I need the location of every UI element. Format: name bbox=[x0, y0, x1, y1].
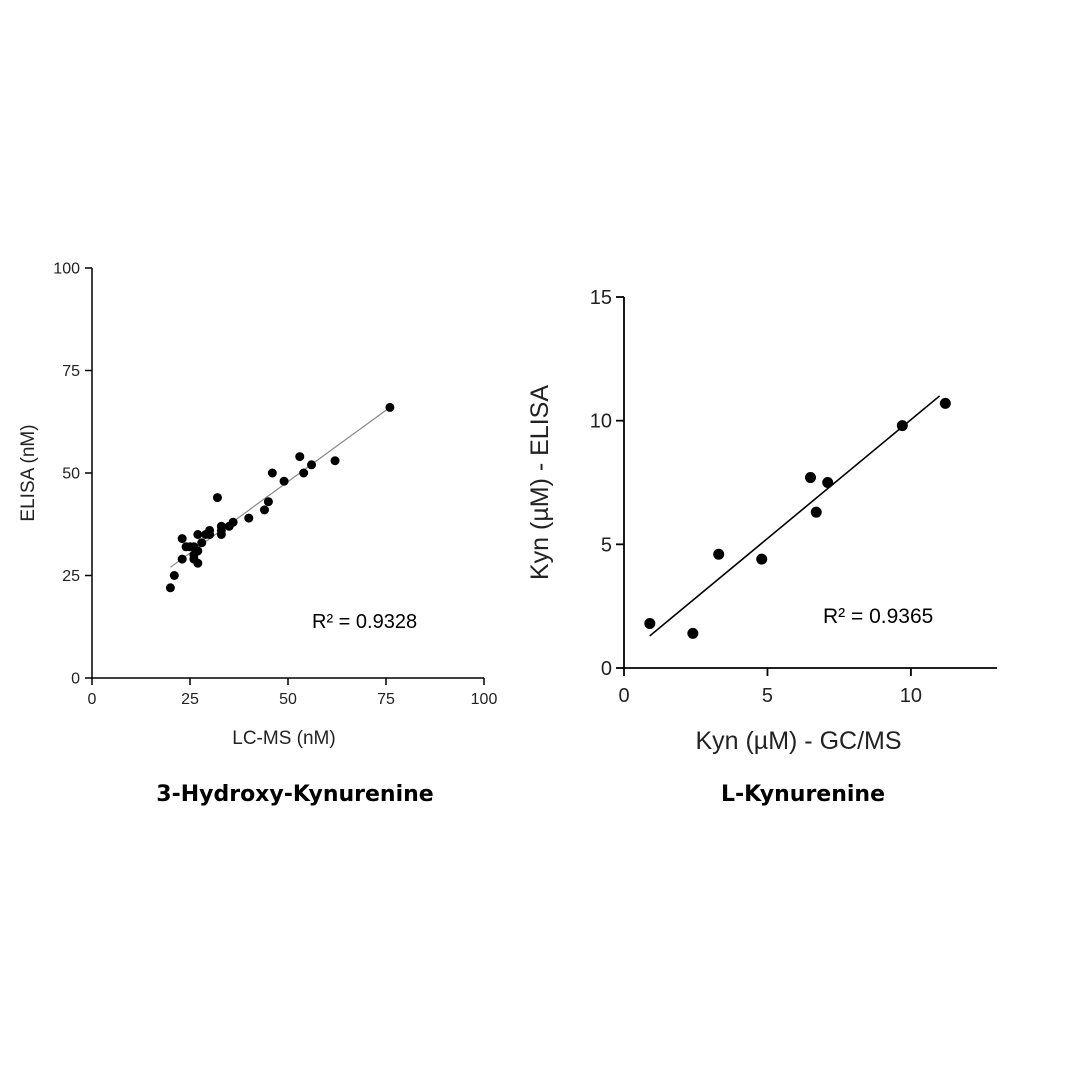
x-tick-label: 25 bbox=[181, 691, 199, 708]
x-tick-label: 0 bbox=[88, 691, 97, 708]
data-point bbox=[228, 517, 238, 527]
y-tick-label: 0 bbox=[601, 658, 612, 680]
chart-caption: 3-Hydroxy-Kynurenine bbox=[156, 782, 433, 807]
regression-line bbox=[649, 395, 941, 637]
data-point bbox=[756, 553, 768, 565]
data-point bbox=[896, 420, 908, 432]
x-tick-label: 10 bbox=[900, 685, 922, 707]
data-point bbox=[267, 468, 277, 478]
y-tick-label: 15 bbox=[590, 287, 612, 309]
data-point bbox=[330, 456, 340, 466]
x-axis-title: Kyn (µM) - GC/MS bbox=[695, 727, 901, 755]
x-tick-label: 100 bbox=[471, 691, 498, 708]
x-tick-label: 75 bbox=[377, 691, 395, 708]
data-point bbox=[822, 477, 834, 488]
data-point bbox=[169, 571, 179, 580]
chart-caption: L-Kynurenine bbox=[721, 782, 885, 807]
regression-line bbox=[170, 406, 391, 568]
data-point bbox=[177, 554, 187, 564]
x-tick-label: 0 bbox=[618, 685, 629, 707]
y-axis-title: ELISA (nM) bbox=[18, 424, 39, 521]
r-squared-annotation: R² = 0.9328 bbox=[312, 611, 417, 633]
chart-3-hydroxy-kynurenine: 0 25 50 75 100 0 25 50 75 100 LC-MS (nM) ELISA (nM)… bbox=[18, 261, 497, 807]
data-point bbox=[713, 548, 725, 560]
y-tick-label: 75 bbox=[62, 363, 80, 380]
data-point bbox=[644, 617, 656, 629]
data-point bbox=[193, 530, 203, 539]
data-point bbox=[193, 558, 203, 568]
y-tick-label: 100 bbox=[53, 261, 80, 278]
data-point bbox=[295, 452, 305, 462]
x-axis-title: LC-MS (nM) bbox=[232, 728, 335, 749]
data-point bbox=[299, 468, 309, 478]
y-tick-label: 25 bbox=[62, 568, 80, 585]
data-point bbox=[244, 513, 254, 523]
data-point bbox=[805, 472, 816, 484]
data-point bbox=[263, 497, 273, 507]
data-point bbox=[193, 546, 203, 556]
data-point bbox=[212, 493, 222, 503]
data-point bbox=[259, 505, 269, 515]
x-tick-label: 50 bbox=[279, 691, 297, 708]
data-point bbox=[307, 460, 317, 470]
y-tick-label: 5 bbox=[601, 534, 612, 556]
data-point bbox=[385, 402, 395, 412]
y-tick-label: 50 bbox=[62, 466, 80, 483]
chart-l-kynurenine: 0 5 10 0 5 10 15 Kyn (µM) - GC/MS Kyn (µM) - ELI… bbox=[526, 287, 997, 807]
y-tick-label: 10 bbox=[590, 411, 612, 433]
data-point bbox=[177, 534, 187, 544]
data-point bbox=[205, 525, 215, 535]
data-point bbox=[216, 521, 226, 531]
data-point bbox=[687, 627, 699, 639]
y-tick-label: 0 bbox=[71, 671, 80, 688]
data-point bbox=[197, 538, 207, 548]
data-point bbox=[279, 476, 289, 486]
data-point bbox=[810, 506, 822, 518]
data-point bbox=[939, 397, 951, 409]
r-squared-annotation: R² = 0.9365 bbox=[823, 605, 933, 628]
x-tick-label: 5 bbox=[762, 685, 773, 707]
data-point bbox=[165, 583, 175, 593]
y-axis-title: Kyn (µM) - ELISA bbox=[526, 385, 554, 580]
